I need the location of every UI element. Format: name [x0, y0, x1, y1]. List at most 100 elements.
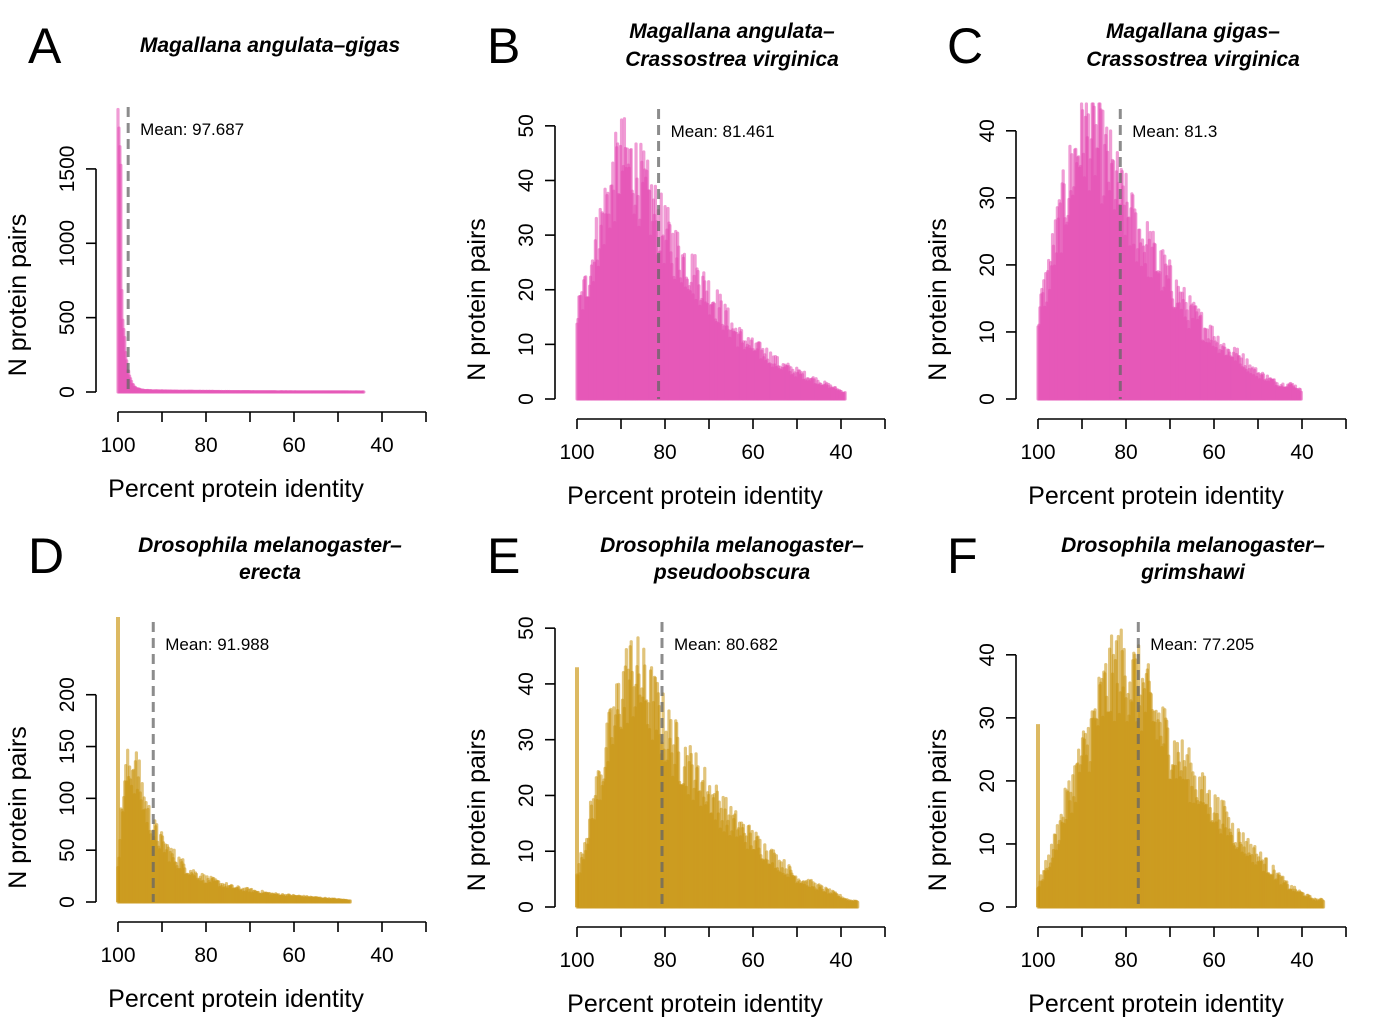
- x-axis-label: Percent protein identity: [108, 475, 364, 503]
- x-axis-label: Percent protein identity: [567, 990, 823, 1018]
- x-tick-label: 100: [1020, 949, 1055, 972]
- mean-label: Mean: 81.461: [671, 122, 775, 141]
- y-tick-label: 10: [515, 333, 538, 356]
- panel-letter: A: [28, 18, 62, 74]
- chart-title-line: Drosophila melanogaster–: [1061, 534, 1325, 557]
- x-tick-label: 100: [100, 434, 135, 457]
- y-axis-label: N protein pairs: [4, 726, 32, 889]
- x-tick-label: 40: [1290, 949, 1313, 972]
- chart-title-line: Magallana gigas–: [1106, 20, 1280, 43]
- x-tick-label: 60: [282, 434, 305, 457]
- chart-title-line: Crassostrea virginica: [625, 48, 839, 71]
- y-tick-label: 10: [515, 840, 538, 863]
- panel-letter: E: [487, 528, 520, 584]
- y-tick-label: 40: [515, 169, 538, 192]
- y-tick-label: 500: [56, 300, 79, 335]
- y-axis-label: N protein pairs: [4, 214, 32, 377]
- panel-b: B Magallana angulata– Crassostrea virginic…: [463, 18, 886, 510]
- bars: [575, 117, 847, 401]
- y-axis-label: N protein pairs: [463, 729, 491, 892]
- x-tick-label: 80: [653, 949, 676, 972]
- panel-a: A Magallana angulata–gigas Mean: 97.687 0 50…: [4, 18, 427, 503]
- mean-label: Mean: 97.687: [140, 120, 244, 139]
- bars: [575, 636, 860, 909]
- x-axis-label: Percent protein identity: [108, 985, 364, 1013]
- y-tick-label: 0: [56, 386, 79, 398]
- x-axis-label: Percent protein identity: [567, 482, 823, 510]
- y-tick-label: 40: [976, 643, 999, 666]
- y-tick-label: 50: [56, 839, 79, 862]
- y-tick-label: 20: [976, 769, 999, 792]
- panel-c: C Magallana gigas– Crassostrea virginica Me…: [924, 18, 1347, 510]
- x-tick-label: 80: [194, 434, 217, 457]
- panel-letter: B: [487, 18, 520, 74]
- x-tick-label: 60: [1202, 949, 1225, 972]
- y-tick-label: 30: [515, 223, 538, 246]
- y-tick-label: 0: [56, 896, 79, 908]
- panel-e: E Drosophila melanogaster– pseudoobscura Me…: [463, 528, 886, 1018]
- x-tick-label: 80: [1114, 949, 1137, 972]
- panel-letter: D: [28, 528, 64, 584]
- x-axis-label: Percent protein identity: [1028, 990, 1284, 1018]
- y-tick-label: 20: [515, 784, 538, 807]
- x-tick-label: 40: [829, 441, 852, 464]
- chart-title-line: grimshawi: [1140, 561, 1246, 584]
- x-tick-label: 80: [194, 944, 217, 967]
- chart-title-line: Drosophila melanogaster–: [600, 534, 864, 557]
- chart-title-line: Drosophila melanogaster–: [138, 534, 402, 557]
- x-tick-label: 100: [559, 441, 594, 464]
- y-tick-label: 0: [976, 393, 999, 405]
- chart-title-line: Magallana angulata–gigas: [140, 34, 400, 57]
- x-tick-label: 60: [282, 944, 305, 967]
- y-tick-label: 0: [515, 393, 538, 405]
- x-tick-label: 40: [829, 949, 852, 972]
- y-tick-label: 40: [515, 672, 538, 695]
- mean-label: Mean: 91.988: [165, 635, 269, 654]
- chart-title-line: Magallana angulata–: [629, 20, 835, 43]
- panel-f: F Drosophila melanogaster– grimshawi Mean: …: [924, 528, 1347, 1018]
- y-tick-label: 0: [976, 901, 999, 913]
- x-tick-label: 100: [559, 949, 594, 972]
- chart-title-line: erecta: [239, 561, 301, 584]
- y-axis-label: N protein pairs: [924, 729, 952, 892]
- y-tick-label: 50: [515, 114, 538, 137]
- x-tick-label: 60: [741, 949, 764, 972]
- y-tick-label: 30: [515, 728, 538, 751]
- bars: [116, 617, 352, 904]
- x-tick-label: 60: [1202, 441, 1225, 464]
- y-axis-label: N protein pairs: [924, 218, 952, 381]
- y-tick-label: 1000: [56, 220, 79, 267]
- chart-title-line: pseudoobscura: [653, 561, 811, 584]
- y-tick-label: 100: [56, 781, 79, 816]
- y-tick-label: 10: [976, 832, 999, 855]
- bars: [116, 107, 366, 394]
- y-tick-label: 0: [515, 901, 538, 913]
- y-tick-label: 1500: [56, 146, 79, 193]
- panels-container: A Magallana angulata–gigas Mean: 97.687 0 50…: [4, 18, 1347, 1018]
- mean-label: Mean: 81.3: [1132, 122, 1217, 141]
- x-tick-label: 40: [1290, 441, 1313, 464]
- y-tick-label: 20: [515, 278, 538, 301]
- mean-label: Mean: 77.205: [1150, 635, 1254, 654]
- x-tick-label: 40: [370, 944, 393, 967]
- mean-label: Mean: 80.682: [674, 635, 778, 654]
- panel-letter: C: [947, 18, 983, 74]
- bars: [1036, 628, 1326, 909]
- y-tick-label: 10: [976, 320, 999, 343]
- x-axis-label: Percent protein identity: [1028, 482, 1284, 510]
- bars: [1036, 102, 1303, 401]
- chart-title-line: Crassostrea virginica: [1086, 48, 1300, 71]
- panel-d: D Drosophila melanogaster– erecta Mean: 91.…: [4, 528, 427, 1013]
- y-axis-label: N protein pairs: [463, 218, 491, 381]
- y-tick-label: 30: [976, 186, 999, 209]
- y-tick-label: 200: [56, 677, 79, 712]
- x-tick-label: 40: [370, 434, 393, 457]
- y-tick-label: 30: [976, 706, 999, 729]
- x-tick-label: 60: [741, 441, 764, 464]
- x-tick-label: 100: [100, 944, 135, 967]
- x-tick-label: 80: [1114, 441, 1137, 464]
- y-tick-label: 150: [56, 729, 79, 764]
- x-tick-label: 80: [653, 441, 676, 464]
- y-tick-label: 20: [976, 253, 999, 276]
